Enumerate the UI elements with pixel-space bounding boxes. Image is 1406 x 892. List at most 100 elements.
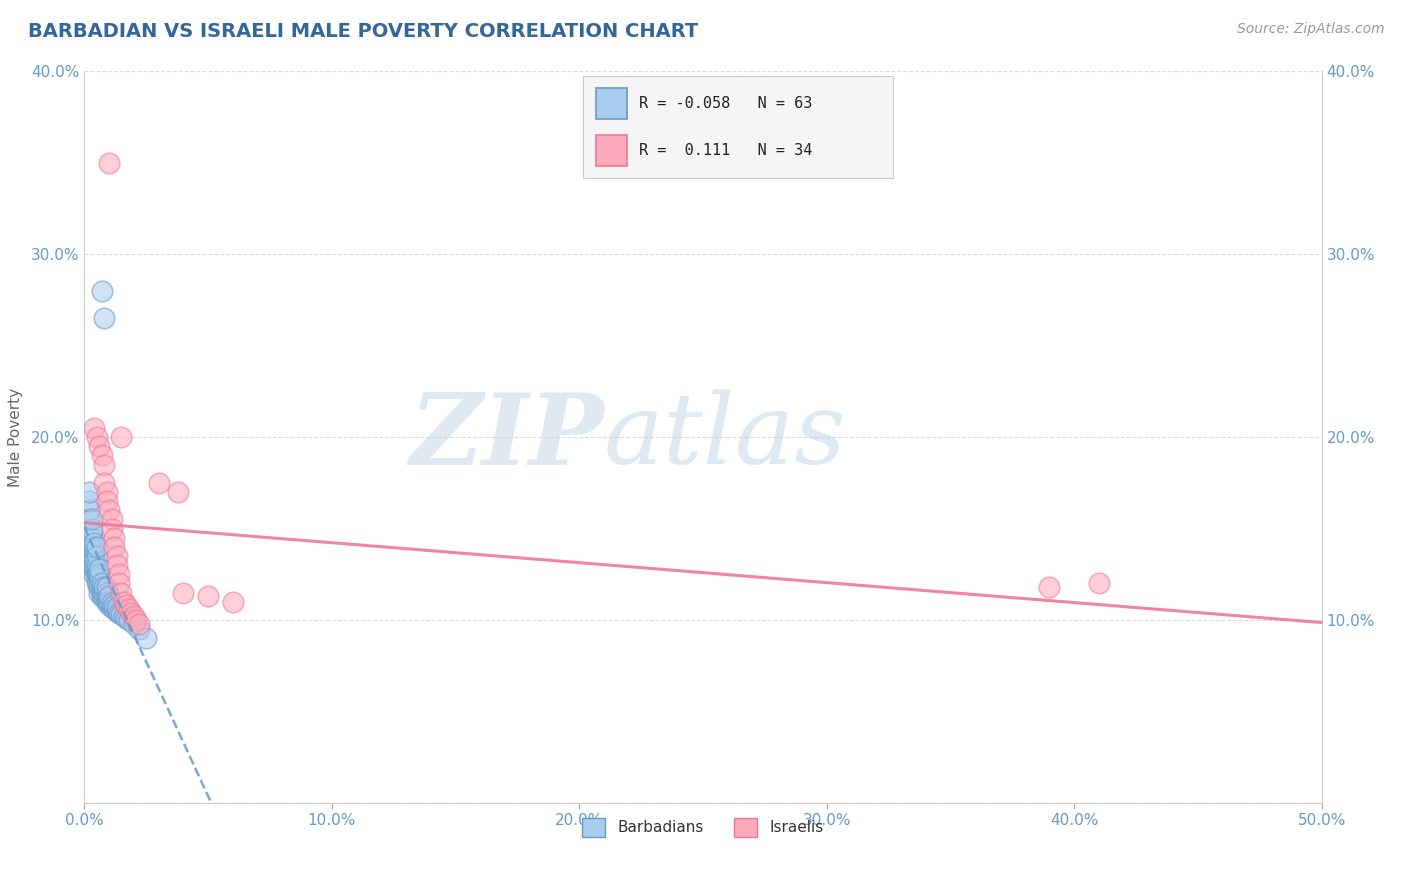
Text: R = -0.058   N = 63: R = -0.058 N = 63 bbox=[640, 96, 813, 111]
Point bbox=[86, 549, 108, 563]
Point bbox=[98, 599, 121, 613]
Point bbox=[1038, 580, 1060, 594]
Point bbox=[197, 589, 219, 603]
Point bbox=[79, 503, 101, 517]
Point bbox=[80, 547, 103, 561]
Point bbox=[93, 580, 115, 594]
Point bbox=[96, 580, 118, 594]
Bar bbox=[596, 88, 627, 119]
Point bbox=[112, 594, 135, 608]
Point bbox=[83, 536, 105, 550]
Point bbox=[89, 439, 111, 453]
Point bbox=[108, 606, 131, 620]
Text: ZIP: ZIP bbox=[409, 389, 605, 485]
Point bbox=[93, 475, 115, 490]
Point bbox=[83, 567, 105, 582]
Point bbox=[148, 475, 170, 490]
Point bbox=[103, 531, 125, 545]
Point bbox=[80, 521, 103, 535]
Point bbox=[96, 591, 118, 605]
Point bbox=[79, 512, 101, 526]
Point bbox=[222, 594, 245, 608]
Point bbox=[125, 613, 148, 627]
Point bbox=[105, 558, 128, 573]
Point bbox=[86, 573, 108, 587]
Point bbox=[118, 613, 141, 627]
Point bbox=[120, 606, 142, 620]
Point bbox=[86, 567, 108, 582]
Point bbox=[90, 585, 112, 599]
Point bbox=[110, 430, 132, 444]
Point bbox=[90, 284, 112, 298]
Point bbox=[98, 503, 121, 517]
Point bbox=[100, 512, 122, 526]
Point bbox=[80, 525, 103, 540]
Point bbox=[90, 589, 112, 603]
Point bbox=[93, 458, 115, 472]
Point bbox=[89, 567, 111, 582]
Point bbox=[112, 609, 135, 624]
Point bbox=[96, 594, 118, 608]
Point bbox=[93, 591, 115, 605]
Point bbox=[103, 599, 125, 613]
Point bbox=[93, 585, 115, 599]
Point bbox=[79, 494, 101, 508]
Point bbox=[98, 589, 121, 603]
Text: BARBADIAN VS ISRAELI MALE POVERTY CORRELATION CHART: BARBADIAN VS ISRAELI MALE POVERTY CORREL… bbox=[28, 22, 699, 41]
Point bbox=[96, 494, 118, 508]
Point bbox=[89, 580, 111, 594]
Point bbox=[90, 576, 112, 591]
Point bbox=[80, 558, 103, 573]
Point bbox=[108, 576, 131, 591]
Point bbox=[80, 512, 103, 526]
Point bbox=[93, 311, 115, 326]
Point bbox=[86, 564, 108, 578]
Point bbox=[100, 600, 122, 615]
Point bbox=[83, 549, 105, 563]
Point bbox=[86, 576, 108, 591]
Point bbox=[110, 607, 132, 622]
Point bbox=[128, 616, 150, 631]
Point bbox=[108, 567, 131, 582]
Point bbox=[86, 540, 108, 554]
Text: Source: ZipAtlas.com: Source: ZipAtlas.com bbox=[1237, 22, 1385, 37]
Point bbox=[89, 585, 111, 599]
Point bbox=[79, 485, 101, 500]
Point bbox=[80, 540, 103, 554]
Point bbox=[96, 485, 118, 500]
Point bbox=[83, 562, 105, 576]
Point bbox=[96, 585, 118, 599]
Point bbox=[83, 540, 105, 554]
Point bbox=[103, 540, 125, 554]
Point bbox=[118, 602, 141, 616]
Text: atlas: atlas bbox=[605, 390, 846, 484]
Point bbox=[86, 430, 108, 444]
Point bbox=[128, 622, 150, 636]
Point bbox=[89, 576, 111, 591]
Point bbox=[98, 156, 121, 170]
Point bbox=[105, 604, 128, 618]
Point bbox=[122, 616, 145, 631]
Bar bbox=[596, 136, 627, 166]
Point bbox=[83, 421, 105, 435]
Point bbox=[80, 552, 103, 566]
Point bbox=[83, 558, 105, 573]
Point bbox=[115, 599, 138, 613]
Point bbox=[105, 600, 128, 615]
Point bbox=[90, 448, 112, 462]
Point bbox=[167, 485, 190, 500]
Point bbox=[105, 549, 128, 563]
Point bbox=[90, 580, 112, 594]
Point bbox=[80, 531, 103, 545]
Point bbox=[110, 585, 132, 599]
Point bbox=[89, 562, 111, 576]
Legend: Barbadians, Israelis: Barbadians, Israelis bbox=[576, 812, 830, 843]
Point bbox=[135, 632, 157, 646]
Point bbox=[172, 585, 194, 599]
Point bbox=[98, 594, 121, 608]
Point bbox=[115, 611, 138, 625]
Y-axis label: Male Poverty: Male Poverty bbox=[7, 387, 22, 487]
Point bbox=[100, 597, 122, 611]
Point bbox=[103, 602, 125, 616]
Point bbox=[100, 521, 122, 535]
